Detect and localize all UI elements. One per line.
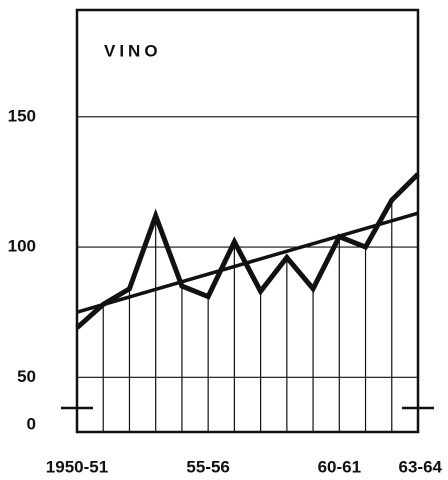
y-tick-label: 100 <box>8 237 36 256</box>
y-tick-label: 0 <box>27 414 36 433</box>
x-tick-label: 1950-51 <box>46 457 108 476</box>
trend-line <box>76 211 419 314</box>
y-tick-label: 150 <box>8 106 36 125</box>
data-line <box>75 172 420 330</box>
x-tick-label: 60-61 <box>318 457 361 476</box>
x-tick-label: 55-56 <box>186 457 229 476</box>
chart-title: VINO <box>104 41 162 60</box>
y-tick-label: 50 <box>17 367 36 386</box>
plot-frame <box>75 8 420 434</box>
x-tick-label: 63-64 <box>399 457 443 476</box>
